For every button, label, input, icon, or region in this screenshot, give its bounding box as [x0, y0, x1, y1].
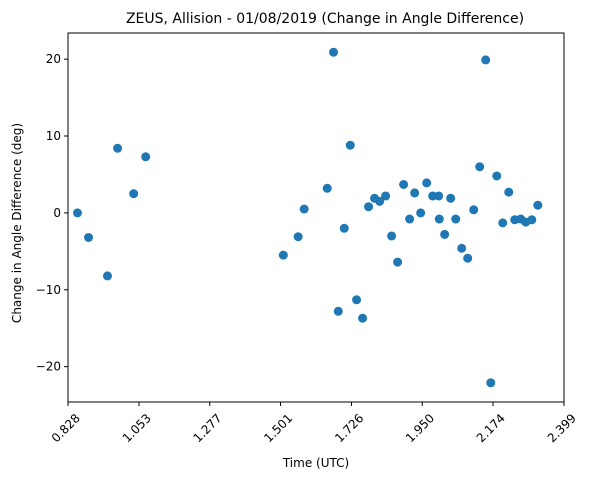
x-tick-label: 1.726 [332, 411, 366, 445]
axes-ticks: 0.828 1.053 1.277 1.501 1.726 1.950 2.174 2.399… [36, 32, 579, 445]
data-point [141, 152, 151, 162]
data-point [322, 183, 332, 193]
x-axis-label: Time (UTC) [282, 456, 349, 470]
data-point [486, 378, 496, 388]
x-tick-label: 2.174 [474, 411, 508, 445]
data-point [352, 295, 362, 305]
data-point [475, 162, 485, 172]
data-point [492, 171, 502, 181]
data-point [375, 196, 385, 206]
y-tick-label: −20 [36, 360, 61, 374]
data-point [358, 313, 368, 323]
y-tick-label: −10 [36, 283, 61, 297]
y-tick-label: 10 [46, 129, 61, 143]
x-tick-label: 1.501 [261, 411, 295, 445]
x-tick-label: 1.277 [190, 411, 224, 445]
data-point [481, 55, 491, 65]
data-point [440, 229, 450, 239]
data-point [345, 140, 355, 150]
x-tick-label: 1.053 [120, 411, 154, 445]
data-point [102, 271, 112, 281]
data-point [129, 189, 139, 199]
plot-area [72, 47, 543, 388]
data-point [329, 47, 339, 57]
data-point [416, 208, 426, 218]
x-tick-label: 0.828 [49, 411, 83, 445]
data-point [393, 257, 403, 267]
data-point [434, 214, 444, 224]
data-point [381, 191, 391, 201]
data-point [498, 218, 508, 228]
y-tick-label: 20 [46, 52, 61, 66]
data-point [434, 191, 444, 201]
y-axis-label: Change in Angle Difference (deg) [10, 123, 24, 323]
data-point [293, 232, 303, 242]
data-point [299, 204, 309, 214]
data-point [387, 231, 397, 241]
x-tick-label: 1.950 [403, 411, 437, 445]
y-tick-label: 0 [53, 206, 61, 220]
data-point [527, 215, 537, 225]
data-point [278, 250, 288, 260]
data-point [446, 193, 456, 203]
plot-frame [67, 32, 565, 403]
data-point [451, 214, 461, 224]
data-point [469, 205, 479, 215]
data-point [339, 223, 349, 233]
data-point [333, 306, 343, 316]
chart-title: ZEUS, Allision - 01/08/2019 (Change in A… [126, 11, 524, 27]
data-point [463, 253, 473, 263]
data-point [113, 143, 123, 153]
data-point [457, 243, 467, 253]
data-point [410, 188, 420, 198]
data-point [533, 200, 543, 210]
data-point [405, 214, 415, 224]
data-point [72, 208, 82, 218]
x-tick-label: 2.399 [545, 411, 579, 445]
data-point [364, 202, 374, 212]
data-point [504, 187, 514, 197]
data-point [399, 179, 409, 189]
data-point [422, 178, 432, 188]
data-point [84, 232, 94, 242]
